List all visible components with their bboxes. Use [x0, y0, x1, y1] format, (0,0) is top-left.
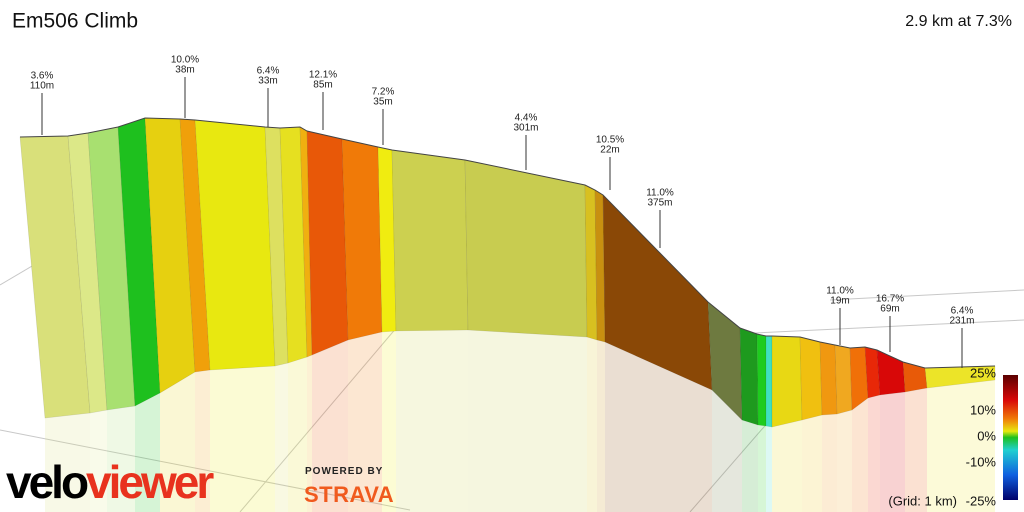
reflection — [822, 414, 837, 512]
annotation-grade: 11.0% — [646, 188, 674, 199]
legend-label: -25% — [966, 493, 997, 508]
annotation-grade: 3.6% — [31, 71, 54, 82]
reflection — [927, 380, 995, 512]
climb-ribbon — [19, 117, 996, 512]
reflection — [195, 370, 210, 512]
logo-velo: velo — [6, 456, 88, 508]
ribbon-segment — [464, 159, 588, 338]
reflection — [160, 372, 195, 512]
annotation-length: 231m — [949, 316, 974, 327]
annotation-length: 22m — [600, 145, 619, 156]
reflection — [905, 388, 927, 512]
reflection — [210, 366, 275, 512]
legend-label: 25% — [970, 365, 996, 380]
ribbon-segment — [391, 149, 469, 332]
ribbon-segment — [799, 336, 823, 421]
ribbon-segment — [739, 327, 759, 426]
title: Em506 Climb — [12, 10, 138, 33]
annotation-grade: 7.2% — [372, 87, 395, 98]
reflection — [307, 355, 312, 512]
reflection — [605, 342, 712, 512]
ribbon-segment — [834, 344, 853, 415]
legend-label: 10% — [970, 402, 996, 417]
annotation-grade: 10.5% — [596, 135, 624, 146]
reflection — [45, 413, 90, 512]
annotation-grade: 12.1% — [309, 70, 337, 81]
reflection — [468, 330, 587, 512]
ribbon-segment — [756, 333, 767, 427]
reflection — [837, 410, 852, 512]
grade-color-scale — [1003, 375, 1018, 500]
ribbon-segment — [771, 335, 803, 428]
annotation-length: 33m — [258, 76, 277, 87]
reflection — [772, 420, 802, 512]
legend: 25% 10% 0% -10% -25% — [966, 365, 997, 508]
reflection — [107, 406, 135, 512]
reflection — [766, 426, 772, 512]
reflection — [597, 340, 605, 512]
ribbon-segment — [902, 361, 928, 393]
annotation-length: 35m — [373, 97, 392, 108]
ribbon-segment — [819, 341, 838, 416]
reflection — [312, 340, 348, 512]
reflection — [396, 330, 468, 512]
logo-viewer: viewer — [86, 456, 214, 508]
ribbon-segment — [306, 130, 349, 356]
annotation-grade: 6.4% — [257, 66, 280, 77]
reflection — [587, 337, 597, 512]
strava-logo: STRAVA — [304, 482, 394, 507]
annotation-length: 301m — [513, 123, 538, 134]
reflection — [348, 332, 382, 512]
annotation-grade: 10.0% — [171, 55, 199, 66]
reflection — [712, 390, 742, 512]
reflection — [382, 331, 396, 512]
logo: veloviewer — [6, 456, 214, 508]
reflection — [868, 395, 880, 512]
reflection — [135, 393, 160, 512]
annotation-grade: 16.7% — [876, 294, 904, 305]
powered-by: POWERED BY — [305, 466, 383, 477]
annotation-length: 110m — [30, 81, 54, 92]
reflection — [90, 410, 107, 512]
annotation-length: 19m — [830, 296, 849, 307]
reflection — [802, 415, 822, 512]
ribbon-segment — [341, 138, 383, 341]
reflection — [742, 420, 758, 512]
annotation-grade: 4.4% — [515, 113, 538, 124]
annotation-length: 69m — [880, 304, 899, 315]
legend-label: -10% — [966, 454, 997, 469]
reflection — [852, 398, 868, 512]
reflection — [288, 357, 307, 512]
reflection — [758, 425, 766, 512]
ribbon-top-edge — [19, 117, 996, 369]
summary: 2.9 km at 7.3% — [905, 13, 1012, 30]
grid-note: (Grid: 1 km) — [888, 493, 957, 508]
legend-label: 0% — [977, 428, 996, 443]
annotation-length: 85m — [313, 80, 332, 91]
annotation-length: 375m — [647, 198, 672, 209]
ribbon-segment — [765, 335, 773, 428]
reflection — [275, 363, 288, 512]
annotation-grade: 11.0% — [826, 286, 854, 297]
reflection — [880, 392, 905, 512]
annotation-length: 38m — [175, 65, 194, 76]
annotation-grade: 6.4% — [951, 306, 974, 317]
